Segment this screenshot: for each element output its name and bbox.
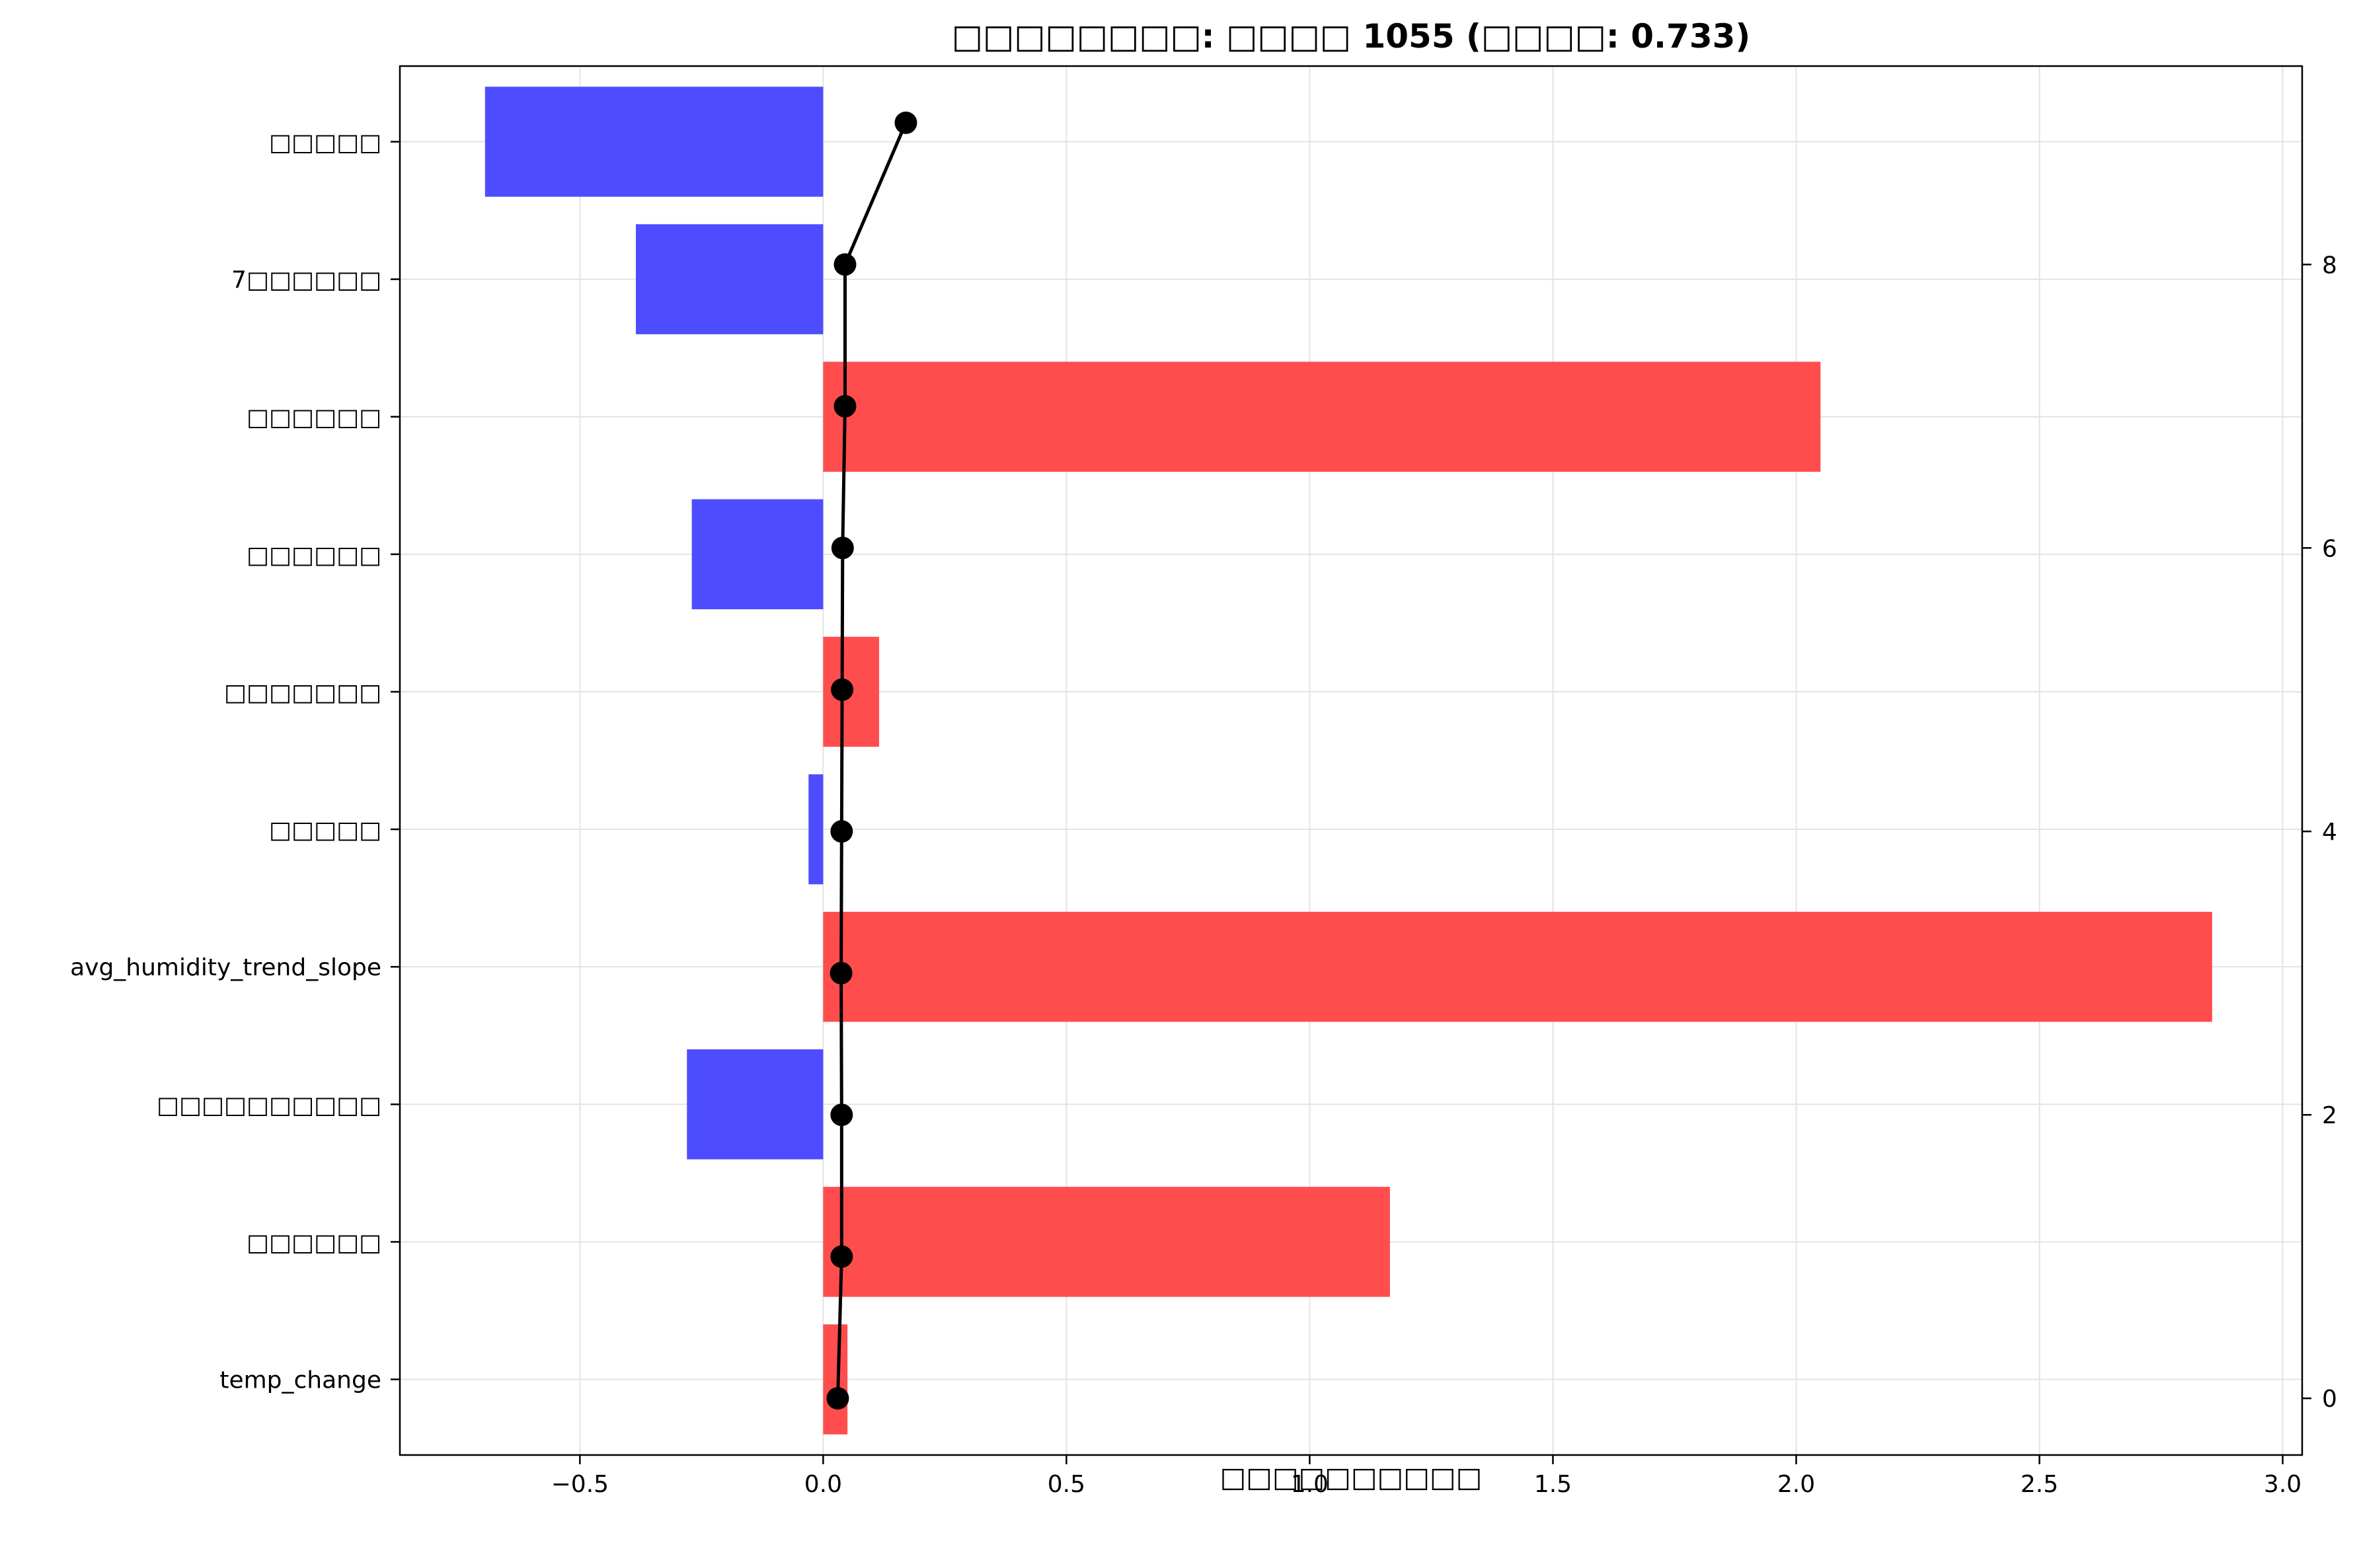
bar-2 bbox=[687, 1049, 824, 1160]
line-series bbox=[826, 111, 917, 1410]
bar-1 bbox=[823, 1187, 1390, 1297]
bar-9 bbox=[484, 87, 824, 197]
bar-7 bbox=[823, 361, 1821, 472]
line-path bbox=[835, 122, 908, 1399]
chart-title: □□□□□□□□: □□□□ 1055 (□□□□: 0.733) bbox=[952, 17, 1751, 56]
x-tick-label: 0.5 bbox=[1048, 1471, 1085, 1498]
line-point-0 bbox=[826, 1387, 849, 1410]
line-point-4 bbox=[830, 820, 853, 843]
y2-tick-label: 4 bbox=[2322, 819, 2337, 846]
y2-tick-label: 0 bbox=[2322, 1386, 2337, 1413]
y-tick-label: □□□□□□ bbox=[247, 1229, 381, 1256]
y2-tick-label: 8 bbox=[2322, 252, 2337, 279]
y-tick-label: 7□□□□□□ bbox=[231, 267, 381, 294]
plot-frame bbox=[399, 65, 2303, 1456]
line-point-9 bbox=[894, 111, 917, 134]
line-point-3 bbox=[830, 961, 853, 985]
y-tick-label: avg_humidity_trend_slope bbox=[70, 954, 381, 981]
line-point-6 bbox=[831, 537, 854, 560]
y-tick-label: □□□□□□ bbox=[247, 542, 381, 569]
y-tick-label: □□□□□□ bbox=[247, 404, 381, 431]
x-axis-label: □□□□□□□□□□ bbox=[1220, 1461, 1483, 1493]
y-tick-label: □□□□□ bbox=[269, 129, 381, 156]
x-tick-label: 1.0 bbox=[1291, 1471, 1329, 1498]
secondary-y-axis: 0 2 4 6 8 bbox=[2302, 252, 2337, 1413]
bar-4 bbox=[808, 774, 824, 885]
y-axis: temp_change□□□□□□□□□□□□□□□□avg_humidity_… bbox=[70, 129, 400, 1394]
bar-8 bbox=[635, 224, 824, 334]
line-point-8 bbox=[833, 253, 857, 276]
x-tick-label: 0.0 bbox=[804, 1471, 842, 1498]
y-tick-label: □□□□□□□□□□ bbox=[157, 1092, 381, 1119]
y-tick-label: □□□□□ bbox=[269, 817, 381, 844]
bars bbox=[484, 87, 2212, 1435]
line-point-5 bbox=[831, 678, 854, 701]
line-point-1 bbox=[830, 1245, 853, 1268]
x-tick-label: 3.0 bbox=[2264, 1471, 2301, 1498]
line-point-2 bbox=[830, 1103, 853, 1127]
x-tick-label: 1.5 bbox=[1534, 1471, 1572, 1498]
bar-3 bbox=[823, 911, 2212, 1022]
x-tick-label: 2.5 bbox=[2021, 1471, 2058, 1498]
bar-6 bbox=[691, 499, 824, 610]
line-point-7 bbox=[833, 394, 857, 418]
x-tick-label: −0.5 bbox=[551, 1471, 609, 1498]
x-axis: −0.5 0.0 0.5 1.0 1.5 2.0 2.5 3.0 bbox=[551, 1455, 2301, 1498]
y-tick-label: temp_change bbox=[219, 1367, 381, 1394]
y-tick-label: □□□□□□□ bbox=[224, 679, 381, 706]
y2-tick-label: 6 bbox=[2322, 535, 2337, 562]
x-tick-label: 2.0 bbox=[1777, 1471, 1815, 1498]
bar-0 bbox=[823, 1324, 848, 1435]
y2-tick-label: 2 bbox=[2322, 1102, 2337, 1129]
